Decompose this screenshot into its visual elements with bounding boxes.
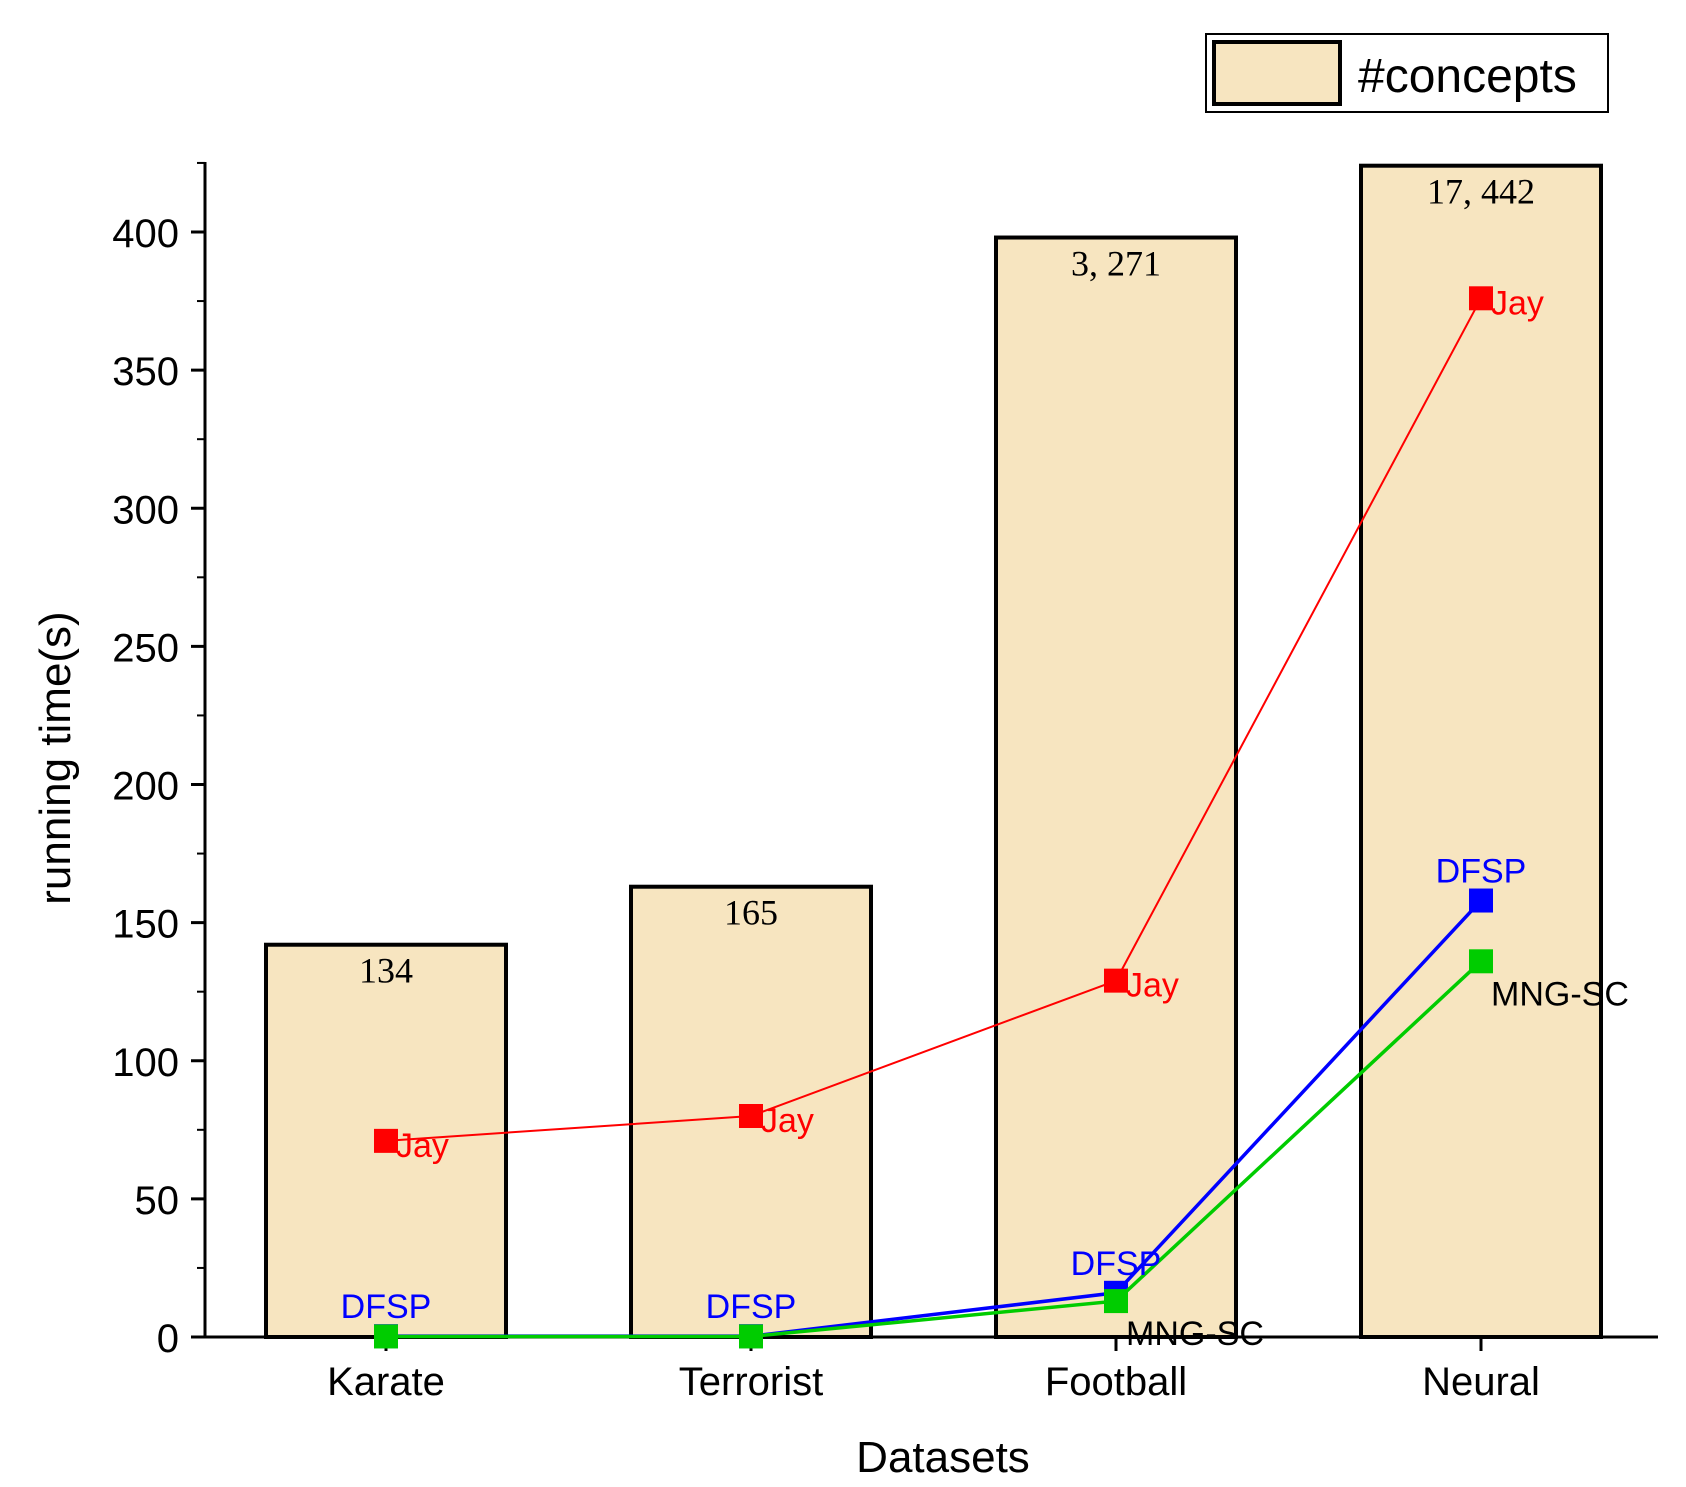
y-axis-title: running time(s) (31, 611, 80, 904)
point-label-mng-sc: MNG-SC (1126, 1315, 1264, 1353)
point-label-mng-sc: MNG-SC (1491, 975, 1629, 1013)
x-tick-label: Karate (327, 1360, 445, 1404)
y-tick-label: 400 (112, 212, 179, 256)
point-label-jay: Jay (1126, 967, 1179, 1005)
bar-football (994, 235, 1238, 1339)
series-marker-mng-sc (1469, 949, 1493, 974)
point-label-dfsp: DFSP (1436, 853, 1527, 891)
y-tick-label: 350 (112, 350, 179, 394)
series-line-mng-sc (386, 960, 1483, 1339)
y-tick-label: 250 (112, 626, 179, 670)
bar-label: 134 (359, 951, 413, 991)
point-label-jay: Jay (761, 1102, 814, 1140)
point-label-dfsp: DFSP (1071, 1245, 1162, 1283)
series-marker-jay (374, 1128, 398, 1153)
lines-layer (374, 286, 1493, 1349)
series-marker-mng-sc (739, 1324, 763, 1349)
series-marker-dfsp (1469, 888, 1493, 913)
series-line-jay (385, 297, 1482, 1142)
legend-swatch (1212, 40, 1342, 106)
y-tick-label: 150 (112, 903, 179, 947)
bar-neural (1359, 163, 1603, 1340)
bar-label: 3, 271 (1071, 244, 1161, 284)
x-tick-label: Terrorist (679, 1360, 823, 1404)
y-tick-label: 200 (112, 765, 179, 809)
series-marker-mng-sc (1104, 1289, 1128, 1314)
y-tick-label: 0 (157, 1317, 179, 1361)
point-label-jay: Jay (396, 1127, 449, 1165)
y-tick-label: 50 (135, 1179, 180, 1223)
x-axis-title: Datasets (856, 1433, 1030, 1482)
legend-label: #concepts (1358, 50, 1577, 103)
y-tick-label: 300 (112, 488, 179, 532)
legend: #concepts (1205, 33, 1609, 113)
axes-layer: 0 50 100 150 200 250 300 350 400 Karate Terrorist F… (112, 161, 1658, 1404)
point-label-dfsp: DFSP (341, 1288, 432, 1326)
labels-layer: 134 165 3, 271 17, 442 Jay Jay Jay Jay DFSP DFSP D… (341, 172, 1629, 1353)
point-label-jay: Jay (1491, 284, 1544, 322)
series-marker-jay (739, 1104, 763, 1128)
x-tick-label: Neural (1422, 1360, 1540, 1404)
series-marker-jay (1104, 968, 1128, 993)
series-marker-mng-sc (374, 1324, 398, 1349)
x-tick-label: Football (1045, 1360, 1187, 1404)
y-tick-label: 100 (112, 1041, 179, 1085)
series-line-dfsp (386, 899, 1483, 1338)
series-marker-jay (1469, 286, 1493, 311)
bar-label: 17, 442 (1427, 172, 1535, 212)
bar-label: 165 (724, 893, 778, 933)
bars-layer (264, 163, 1603, 1340)
point-label-dfsp: DFSP (706, 1288, 797, 1326)
